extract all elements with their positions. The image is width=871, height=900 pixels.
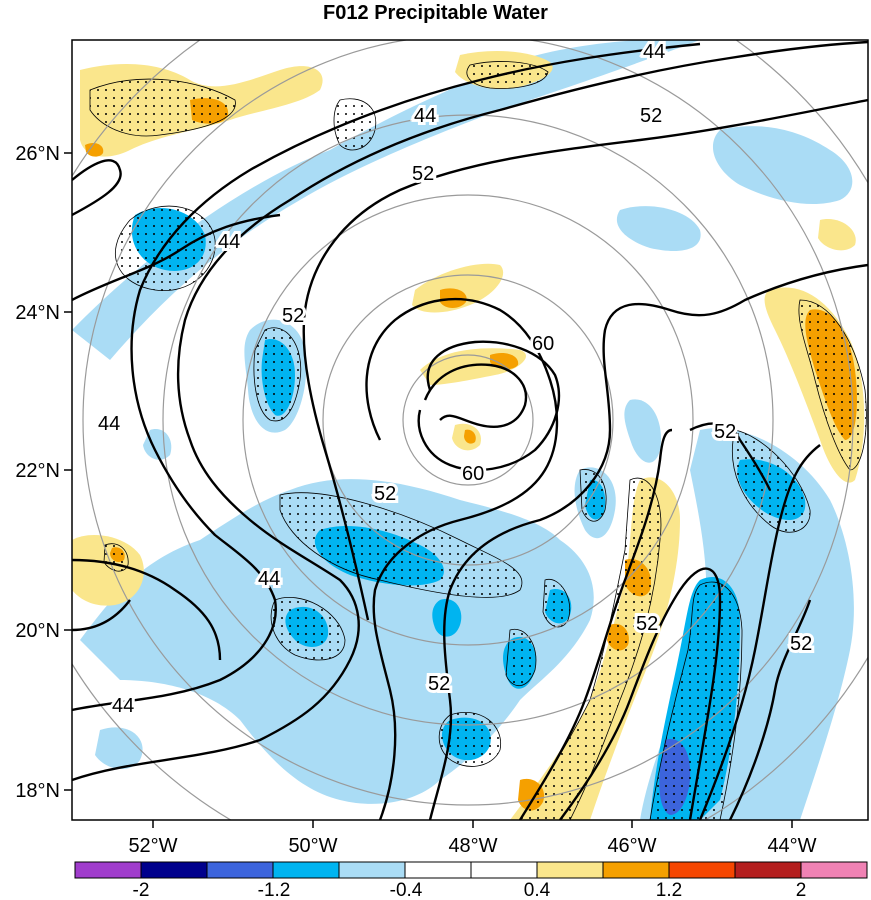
colorbar-swatch — [734, 861, 802, 879]
lat-tick-label: 26°N — [15, 143, 60, 165]
contour-label: 52 — [428, 673, 450, 695]
latitude-labels: 26°N 24°N 22°N 20°N 18°N — [15, 143, 60, 802]
contour-label: 52 — [790, 633, 812, 655]
contour-label: 44 — [414, 105, 436, 127]
plot-frame — [71, 39, 869, 821]
contour-label: 44 — [98, 413, 120, 435]
colorbar-swatch — [536, 861, 604, 879]
colorbar-swatch — [602, 861, 670, 879]
lat-tick-label: 24°N — [15, 302, 60, 324]
contour-labels: 44 44 44 44 44 44 52 52 52 52 52 52 52 5… — [95, 40, 815, 720]
longitude-labels: 52°W 50°W 48°W 46°W 44°W — [128, 835, 816, 857]
contour-label: 60 — [532, 333, 554, 355]
colorbar-swatch — [272, 861, 340, 879]
lon-tick-label: 50°W — [288, 835, 337, 857]
colorbar-swatch — [800, 861, 868, 879]
colorbar-swatch — [668, 861, 736, 879]
lon-tick-label: 52°W — [128, 835, 177, 857]
colorbar-swatch — [404, 861, 472, 879]
contour-label: 52 — [640, 105, 662, 127]
colorbar-label: -0.4 — [390, 880, 423, 900]
axis-ticks — [64, 152, 793, 828]
contour-label: 44 — [218, 231, 240, 253]
contour-label: 52 — [636, 613, 658, 635]
lat-tick-label: 20°N — [15, 620, 60, 642]
colorbar-label: 0.4 — [524, 880, 551, 900]
chart-title: F012 Precipitable Water — [323, 2, 548, 24]
precipitable-water-contours — [72, 40, 868, 820]
contour-label: 60 — [462, 463, 484, 485]
contour-label: 52 — [374, 483, 396, 505]
colorbar-label: -2 — [133, 880, 150, 900]
lat-tick-label: 18°N — [15, 780, 60, 802]
lon-tick-label: 46°W — [607, 835, 656, 857]
lon-tick-label: 48°W — [448, 835, 497, 857]
contour-label: 52 — [282, 305, 304, 327]
colorbar-swatch — [470, 861, 538, 879]
contour-label: 52 — [412, 163, 434, 185]
colorbar-swatch — [338, 861, 406, 879]
colorbar-swatch — [206, 861, 274, 879]
contour-label: 44 — [112, 695, 134, 717]
contour-label: 44 — [258, 568, 280, 590]
lat-tick-label: 22°N — [15, 460, 60, 482]
colorbar-label: -1.2 — [258, 880, 291, 900]
plot-area: 44 44 44 44 44 44 52 52 52 52 52 52 52 5… — [72, 40, 868, 820]
lon-tick-label: 44°W — [767, 835, 816, 857]
contour-label: 44 — [643, 41, 665, 63]
colorbar-label: 1.2 — [656, 880, 682, 900]
colorbar-label: 2 — [796, 880, 807, 900]
colorbar-swatch — [140, 861, 208, 879]
contour-label: 52 — [714, 421, 736, 443]
colorbar-labels: -2 -1.2 -0.4 0.4 1.2 2 — [133, 880, 807, 900]
colorbar — [74, 861, 868, 879]
range-rings — [72, 40, 868, 820]
colorbar-swatch — [74, 861, 142, 879]
